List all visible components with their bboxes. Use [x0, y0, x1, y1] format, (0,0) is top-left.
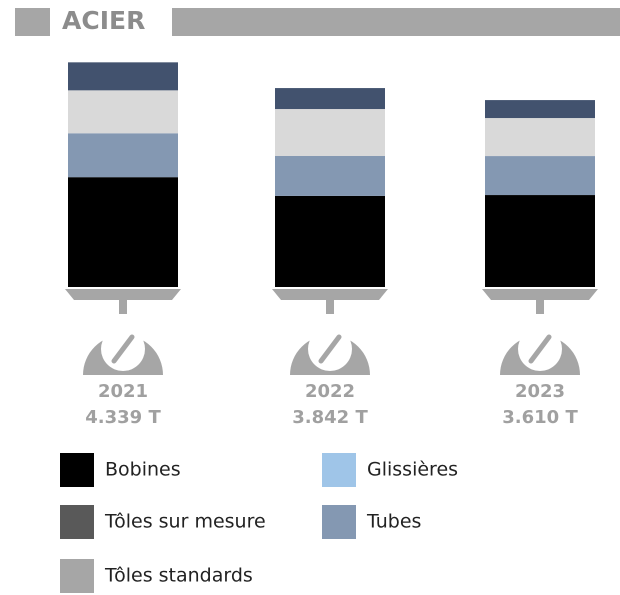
legend-label: Bobines — [105, 459, 181, 481]
legend-swatch — [60, 505, 94, 539]
legend-swatch — [60, 453, 94, 487]
bar-segment — [485, 118, 595, 157]
total-label: 4.339 T — [85, 407, 161, 428]
legend-label: Tôles sur mesure — [104, 511, 266, 533]
scale-platform — [272, 289, 388, 300]
scale-post — [119, 300, 127, 314]
bar-segment — [275, 88, 385, 110]
bar-segment — [275, 109, 385, 157]
bar-segment — [68, 62, 178, 91]
legend-swatch — [60, 559, 94, 593]
scale-platform — [65, 289, 181, 300]
legend-label: Tubes — [366, 511, 421, 533]
bar-segment — [485, 156, 595, 196]
header-block — [15, 8, 50, 36]
total-label: 3.842 T — [292, 407, 368, 428]
bar-segment — [485, 100, 595, 119]
bar-segment — [485, 195, 595, 287]
bar-segment — [275, 195, 385, 287]
total-label: 3.610 T — [502, 407, 578, 428]
scale-post — [536, 300, 544, 314]
bar-segment — [68, 90, 178, 134]
scale-post — [326, 300, 334, 314]
legend-label: Tôles standards — [104, 565, 253, 587]
x-tick-label: 2023 — [515, 381, 565, 402]
scale-needle — [318, 334, 342, 364]
x-tick-label: 2022 — [305, 381, 355, 402]
legend-swatch — [322, 453, 356, 487]
chart-title: ACIER — [62, 6, 145, 35]
bar-segment — [68, 177, 178, 287]
header-bar — [172, 8, 620, 36]
scale-needle — [528, 334, 552, 364]
scale-platform — [482, 289, 598, 300]
bar-segment — [275, 156, 385, 196]
legend-label: Glissières — [367, 459, 458, 481]
bar-segment — [68, 133, 178, 178]
scale-needle — [111, 334, 135, 364]
x-tick-label: 2021 — [98, 381, 148, 402]
legend-swatch — [322, 505, 356, 539]
